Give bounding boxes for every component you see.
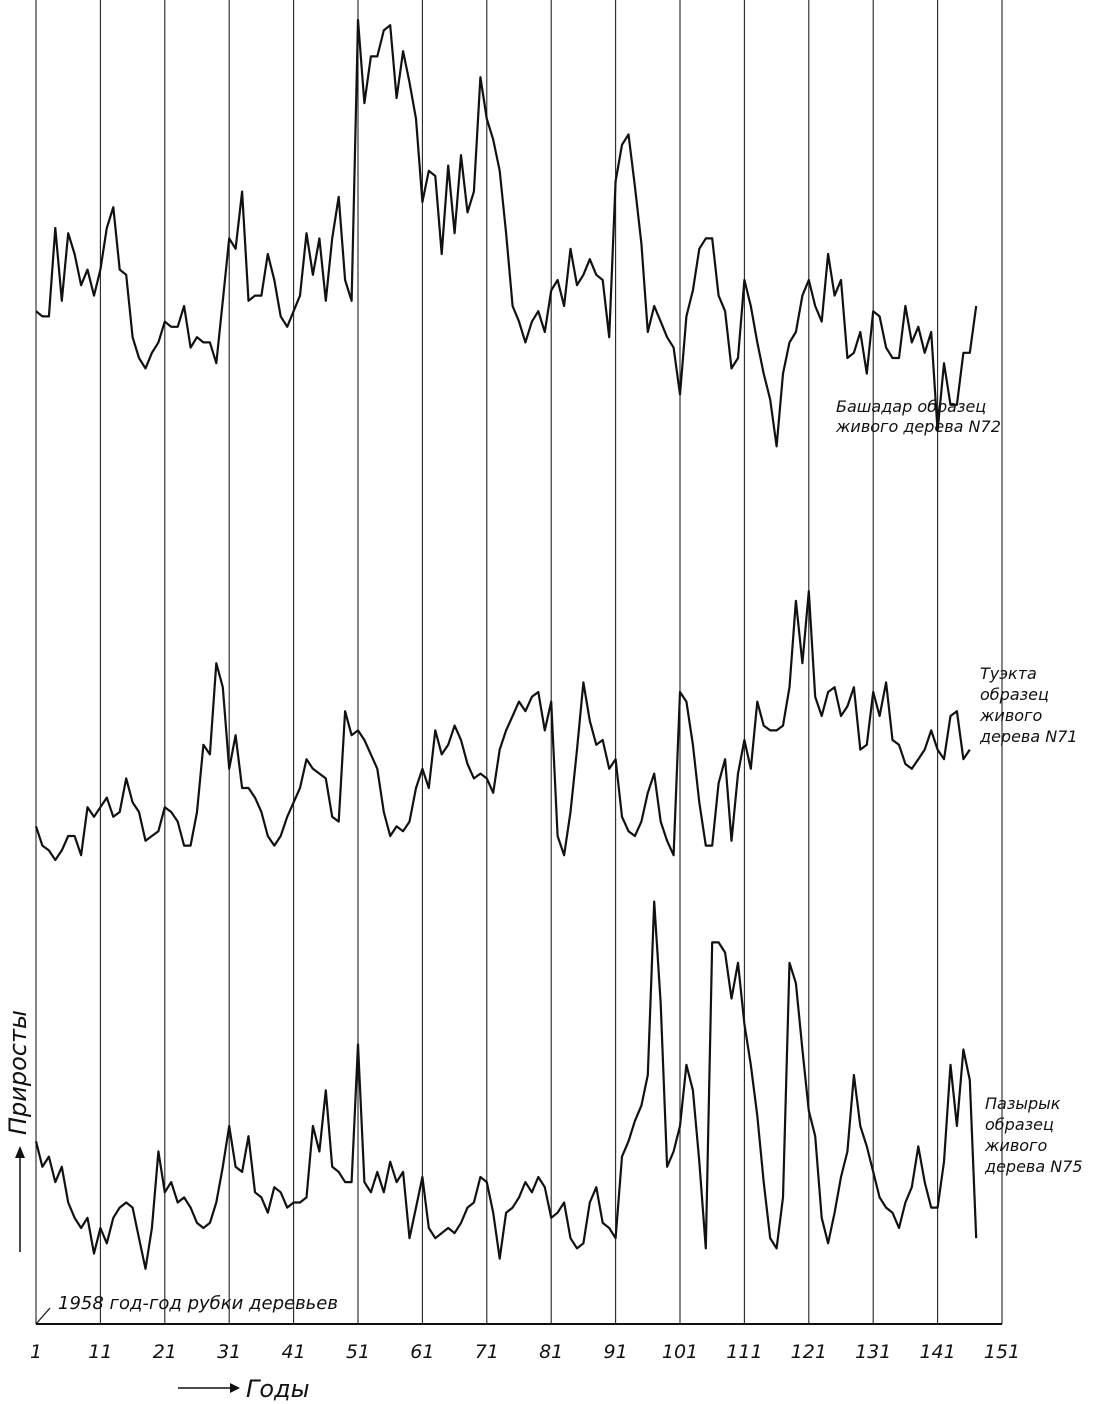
series-label-line: Башадар образец [836,397,986,416]
series-label-line: живого [979,706,1042,725]
x-tick-label: 61 [410,1341,434,1363]
series-line-2 [34,590,971,862]
series-label-line: живого [984,1136,1047,1155]
harvest-year-annotation: 1958 год-год рубки деревьев [58,1293,338,1314]
x-tick-label: 151 [984,1341,1020,1363]
series-label-line: образец [980,685,1049,704]
x-tick-label: 71 [475,1341,499,1363]
x-tick-label: 31 [217,1341,241,1363]
series-label-line: дерева N71 [979,727,1078,746]
x-tick-label: 51 [346,1341,370,1363]
series-label-line: образец [985,1115,1054,1134]
x-tick-label: 11 [88,1341,112,1363]
series-layer [34,18,978,1270]
x-tick-label: 111 [726,1341,762,1363]
vertical-gridlines [35,0,1003,1324]
series-line-1 [35,18,978,448]
x-tick-label: 21 [153,1341,177,1363]
y-axis-arrowhead [15,1146,25,1158]
series-line-3 [34,900,978,1270]
x-axis-label: Годы [246,1375,310,1403]
series-label-line: Туэкта [980,664,1037,683]
x-tick-label: 141 [919,1341,955,1363]
x-tick-label: 41 [282,1341,306,1363]
series-label-line: дерева N75 [984,1157,1083,1176]
x-tick-label: 91 [604,1341,628,1363]
annotation-leader [35,1307,51,1325]
series-label-line: живого дерева N72 [835,417,1001,436]
x-tick-label: 81 [539,1341,563,1363]
x-tick-labels: 1 11 21 31 41 51 61 71 81 91 101 111 121 131 141 151 [30,1341,1020,1363]
x-tick-label: 131 [855,1341,891,1363]
y-axis-label: Приросты [4,1010,32,1135]
x-tick-label: 121 [791,1341,827,1363]
x-tick-label: 101 [662,1341,698,1363]
x-tick-label: 1 [30,1341,42,1363]
x-axis-arrowhead [230,1383,240,1393]
series-label-line: Пазырык [985,1094,1061,1113]
